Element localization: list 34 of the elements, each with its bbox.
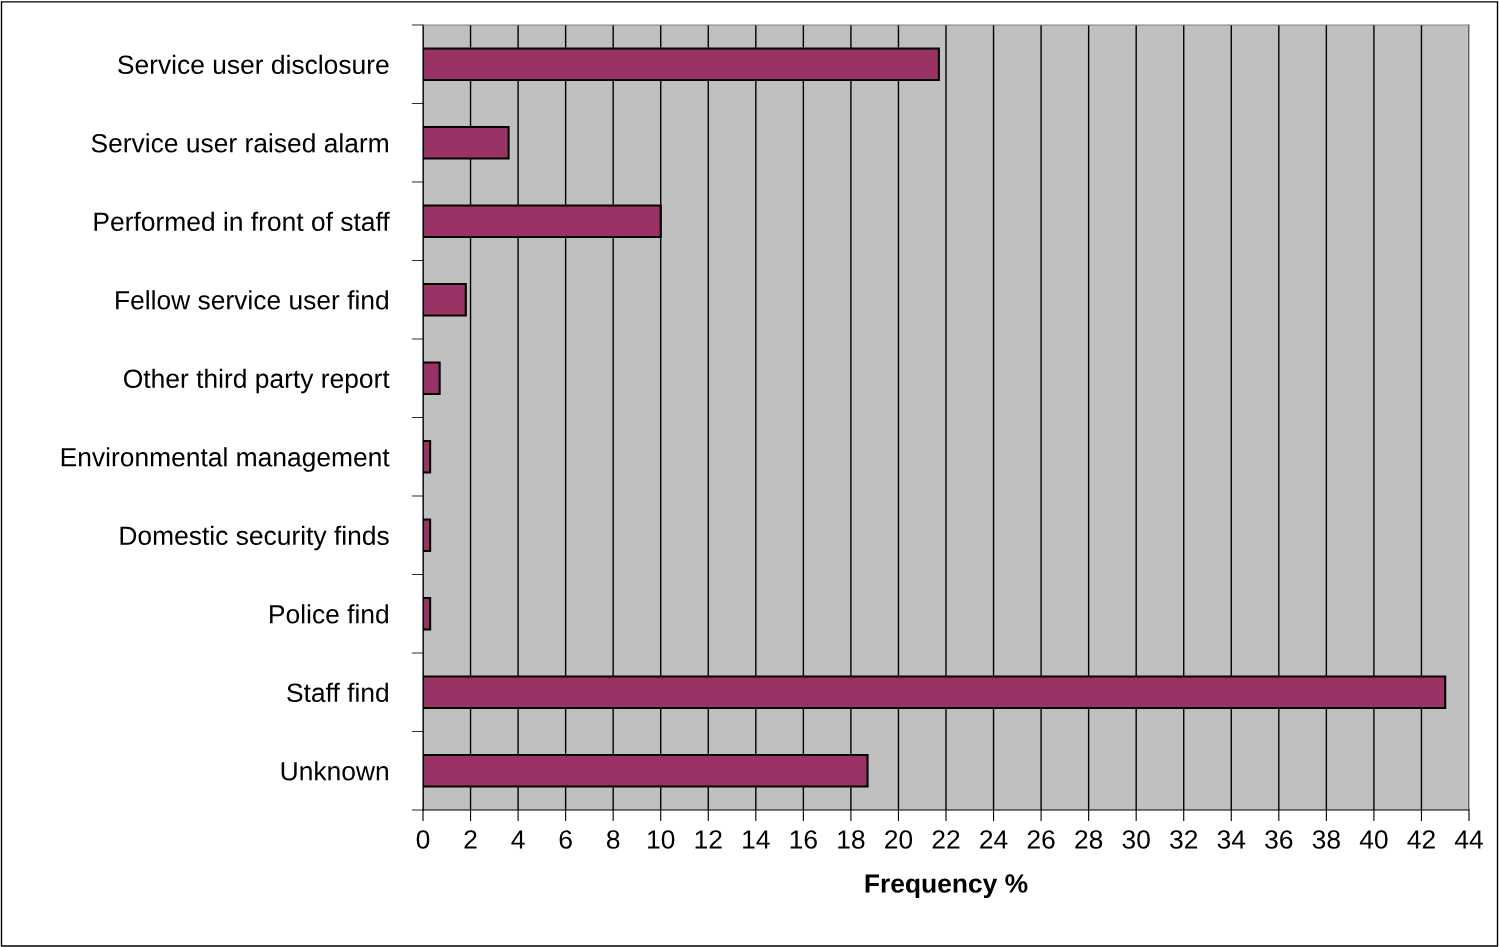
x-tick-label: 30 xyxy=(1122,830,1150,849)
x-tick-label: 44 xyxy=(1454,830,1483,849)
x-tick-label: 0 xyxy=(416,830,430,849)
x-tick-label: 20 xyxy=(885,830,913,849)
x-tick-label: 14 xyxy=(743,830,770,849)
x-tick-label: 6 xyxy=(559,830,572,849)
x-tick-label: 40 xyxy=(1359,830,1388,849)
x-tick-label: 28 xyxy=(1075,830,1103,849)
y-tick-label: Performed in front of staff xyxy=(94,211,390,232)
x-tick-label: 32 xyxy=(1170,830,1198,849)
x-axis-title: Frequency % xyxy=(865,874,1028,899)
x-tick-label: 8 xyxy=(606,830,620,849)
x-tick-label: 42 xyxy=(1407,830,1435,849)
x-tick-label: 2 xyxy=(464,830,477,849)
x-tick-label: 38 xyxy=(1312,830,1340,849)
x-tick-label: 4 xyxy=(511,830,525,849)
y-tick-label: Service user disclosure xyxy=(118,54,389,75)
x-tick-label: 26 xyxy=(1027,830,1055,849)
y-tick-label: Fellow service user find xyxy=(116,290,388,310)
x-tick-label: 12 xyxy=(695,830,722,849)
x-tick-label: 24 xyxy=(980,830,1008,849)
x-tick-label: 10 xyxy=(648,830,675,849)
x-tick-label: 16 xyxy=(790,830,817,849)
y-tick-label: Service user raised alarm xyxy=(91,133,388,153)
y-tick-label: Environmental management xyxy=(61,447,390,472)
x-tick-label: 18 xyxy=(838,830,865,849)
x-tick-label: 36 xyxy=(1265,830,1293,849)
y-tick-label: Police find xyxy=(270,604,388,624)
y-tick-label: Other third party report xyxy=(124,368,390,394)
x-tick-label: 22 xyxy=(932,830,960,849)
y-tick-label: Domestic security finds xyxy=(120,525,389,551)
x-tick-label: 34 xyxy=(1217,830,1246,849)
y-tick-label: Unknown xyxy=(281,761,388,781)
y-tick-label: Staff find xyxy=(287,682,388,703)
